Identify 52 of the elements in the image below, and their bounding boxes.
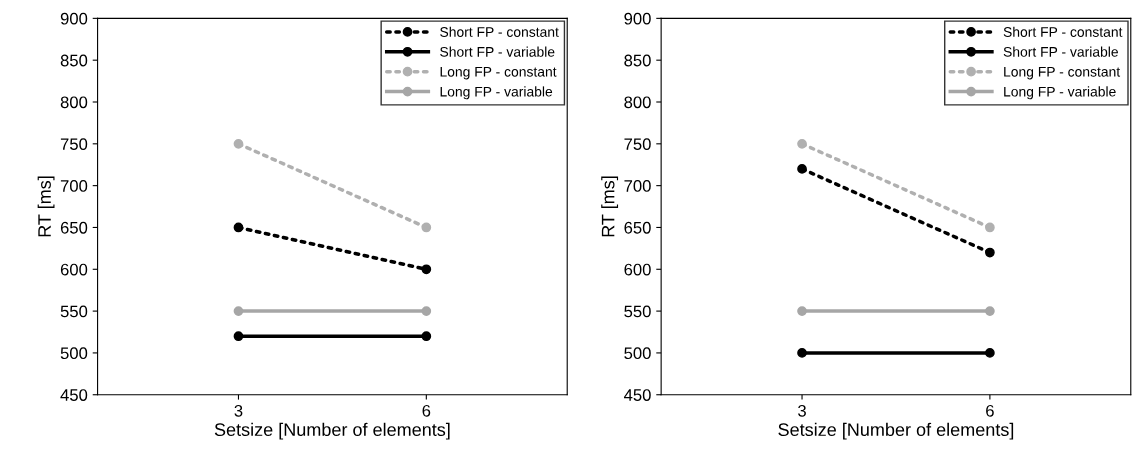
y-axis-title: RT [ms] xyxy=(601,176,619,237)
x-tick-label: 6 xyxy=(986,404,994,417)
y-tick-label: 500 xyxy=(624,347,651,360)
legend-label: Long FP - variable xyxy=(1004,86,1116,100)
y-tick-label: 800 xyxy=(624,96,651,109)
point xyxy=(985,247,995,258)
point xyxy=(421,306,432,316)
legend-label: Short FP - constant xyxy=(1003,26,1123,37)
y-tick-label: 900 xyxy=(624,12,651,25)
point xyxy=(421,264,432,275)
point xyxy=(797,164,807,174)
y-tick-label: 450 xyxy=(624,389,651,401)
legend-label: Long FP - constant xyxy=(1004,66,1121,80)
y-tick-label: 750 xyxy=(624,138,651,151)
point xyxy=(797,138,807,149)
y-tick-label: 750 xyxy=(60,138,88,151)
point xyxy=(233,331,244,342)
y-tick-label: 550 xyxy=(624,305,651,318)
point xyxy=(797,348,807,358)
legend-label: Short FP - variable xyxy=(1003,46,1118,57)
point xyxy=(985,348,995,358)
legend-label: Long FP - variable xyxy=(440,86,553,100)
point xyxy=(421,222,432,233)
y-tick-label: 850 xyxy=(60,54,88,67)
y-tick-label: 900 xyxy=(60,12,88,25)
x-axis-title: Setsize [Number of elements] xyxy=(778,422,1014,440)
y-tick-label: 550 xyxy=(60,305,88,318)
x-tick-label: 3 xyxy=(798,404,806,417)
x-tick-label: 6 xyxy=(422,404,431,417)
legend-label: Short FP - constant xyxy=(440,26,559,37)
y-tick-label: 600 xyxy=(60,263,88,276)
point xyxy=(421,331,432,342)
y-tick-label: 700 xyxy=(60,180,88,192)
point xyxy=(233,222,244,233)
y-tick-label: 700 xyxy=(624,180,651,192)
y-tick-label: 650 xyxy=(60,221,88,234)
y-axis-title: RT [ms] xyxy=(37,176,55,237)
y-tick-label: 850 xyxy=(624,54,651,67)
point xyxy=(233,306,244,316)
y-tick-label: 650 xyxy=(624,221,651,234)
legend-label: Long FP - constant xyxy=(440,66,557,80)
y-tick-label: 450 xyxy=(60,389,88,401)
y-tick-label: 500 xyxy=(60,347,88,360)
x-axis-title: Setsize [Number of elements] xyxy=(214,422,450,440)
point xyxy=(797,306,807,316)
legend-label: Short FP - variable xyxy=(440,46,555,57)
y-tick-label: 800 xyxy=(60,96,88,109)
x-tick-label: 3 xyxy=(234,404,243,417)
point xyxy=(985,222,995,233)
y-tick-label: 600 xyxy=(624,263,651,276)
point xyxy=(985,306,995,316)
point xyxy=(233,138,244,149)
